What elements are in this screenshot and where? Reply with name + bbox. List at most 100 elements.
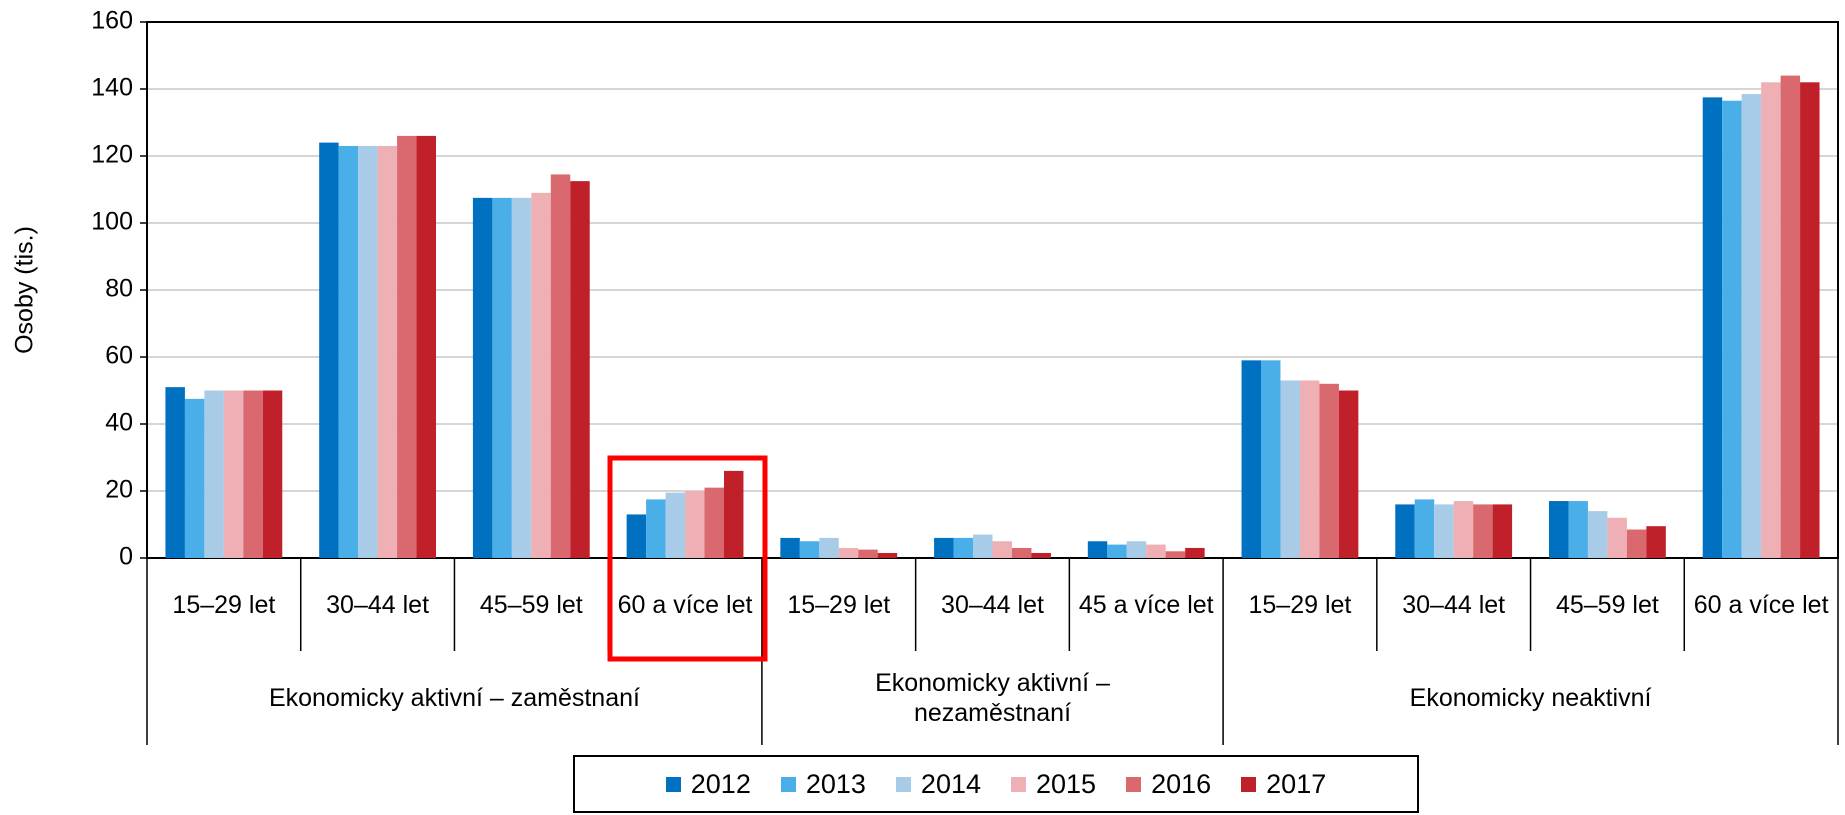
bar [780,537,800,558]
bar [646,499,666,558]
bar [338,145,359,558]
bar [953,537,974,558]
bar [531,192,551,558]
legend-item: 2014 [895,768,981,800]
legend-swatch [1011,776,1026,792]
bar [1646,526,1666,558]
y-tick-label: 160 [91,7,133,35]
y-tick-label: 20 [105,476,133,504]
legend-label: 2016 [1151,768,1212,799]
legend-label: 2017 [1266,768,1327,799]
y-tick-label: 120 [91,141,133,169]
x-tick-label: 60 a více let [1693,590,1829,619]
legend-label: 2012 [690,768,751,799]
bar [377,145,398,558]
bar [416,135,437,558]
bar [1185,547,1205,558]
bar [204,390,224,558]
x-tick-label: 30–44 let [941,590,1044,619]
bar [1722,100,1742,558]
x-tick-label: 30–44 let [326,590,430,619]
legend-label: 2015 [1036,768,1097,799]
bar [1165,551,1186,558]
bar [243,390,263,558]
bar [1319,383,1339,558]
legend: 2012 2013 2014 2015 2016 2017 [573,755,1419,813]
bar [685,491,705,558]
bar [492,197,512,558]
highlight-box [607,455,768,662]
bar [511,197,532,558]
bar [858,549,878,558]
group-label: Ekonomicky aktivní – nezaměstnaní [875,669,1110,727]
bar [1299,380,1320,558]
x-tick-label: 45 a více let [1078,590,1214,619]
bar [799,541,820,558]
bar [1146,544,1166,558]
x-tick-label: 15–29 let [787,590,891,619]
bar [1800,82,1820,559]
y-tick-label: 60 [105,342,133,370]
bar [973,534,993,558]
y-tick-label: 140 [91,74,133,102]
legend-item: 2015 [1011,769,1096,800]
legend-swatch [665,776,681,792]
bar [1607,517,1627,558]
legend-label: 2013 [805,768,866,799]
bar [838,547,859,558]
bar [1587,511,1608,558]
bar [1780,75,1801,558]
legend-swatch [1241,776,1257,792]
legend-item: 2017 [1241,769,1326,800]
bar [1434,504,1454,558]
bar [223,390,244,558]
bar [165,387,185,558]
bar [819,537,839,558]
bar [1011,547,1032,558]
bar [665,492,686,558]
x-tick-label: 45–59 let [1555,590,1659,619]
bar [1453,501,1474,558]
bar [1761,82,1781,559]
bar [184,398,205,558]
legend-item: 2012 [665,768,751,800]
bar [1031,552,1051,558]
bar [1107,544,1127,558]
bar [1087,541,1108,558]
x-tick-label: 15–29 let [172,590,276,619]
x-tick-label: 45–59 let [479,590,583,619]
y-tick-label: 0 [119,543,133,571]
bar [1568,501,1588,558]
bar [1261,360,1281,558]
bar [877,552,898,558]
group-label: Ekonomicky neaktivní [1409,684,1652,712]
bar [472,197,493,558]
legend-swatch [1126,776,1142,792]
bar [723,470,744,558]
bar [934,537,954,558]
bar [1126,541,1147,558]
group-label: Ekonomicky aktivní – zaměstnaní [268,684,640,712]
bar [1280,380,1300,558]
bar [319,142,339,558]
x-tick-label: 15–29 let [1248,590,1352,619]
x-tick-label: 60 a více let [617,590,753,619]
bar [570,181,590,558]
bar [992,541,1012,558]
bar [550,174,571,559]
legend-label: 2014 [920,768,981,799]
legend-item: 2016 [1126,769,1211,800]
bar [262,390,283,558]
bar [397,135,417,558]
bar [1548,501,1569,558]
legend-swatch [895,776,911,792]
bar [1395,504,1415,558]
legend-swatch [780,776,796,792]
legend-item: 2013 [780,768,866,800]
bar [1741,94,1762,559]
y-tick-label: 100 [91,208,133,236]
bar [1414,499,1435,558]
bar [358,145,378,558]
